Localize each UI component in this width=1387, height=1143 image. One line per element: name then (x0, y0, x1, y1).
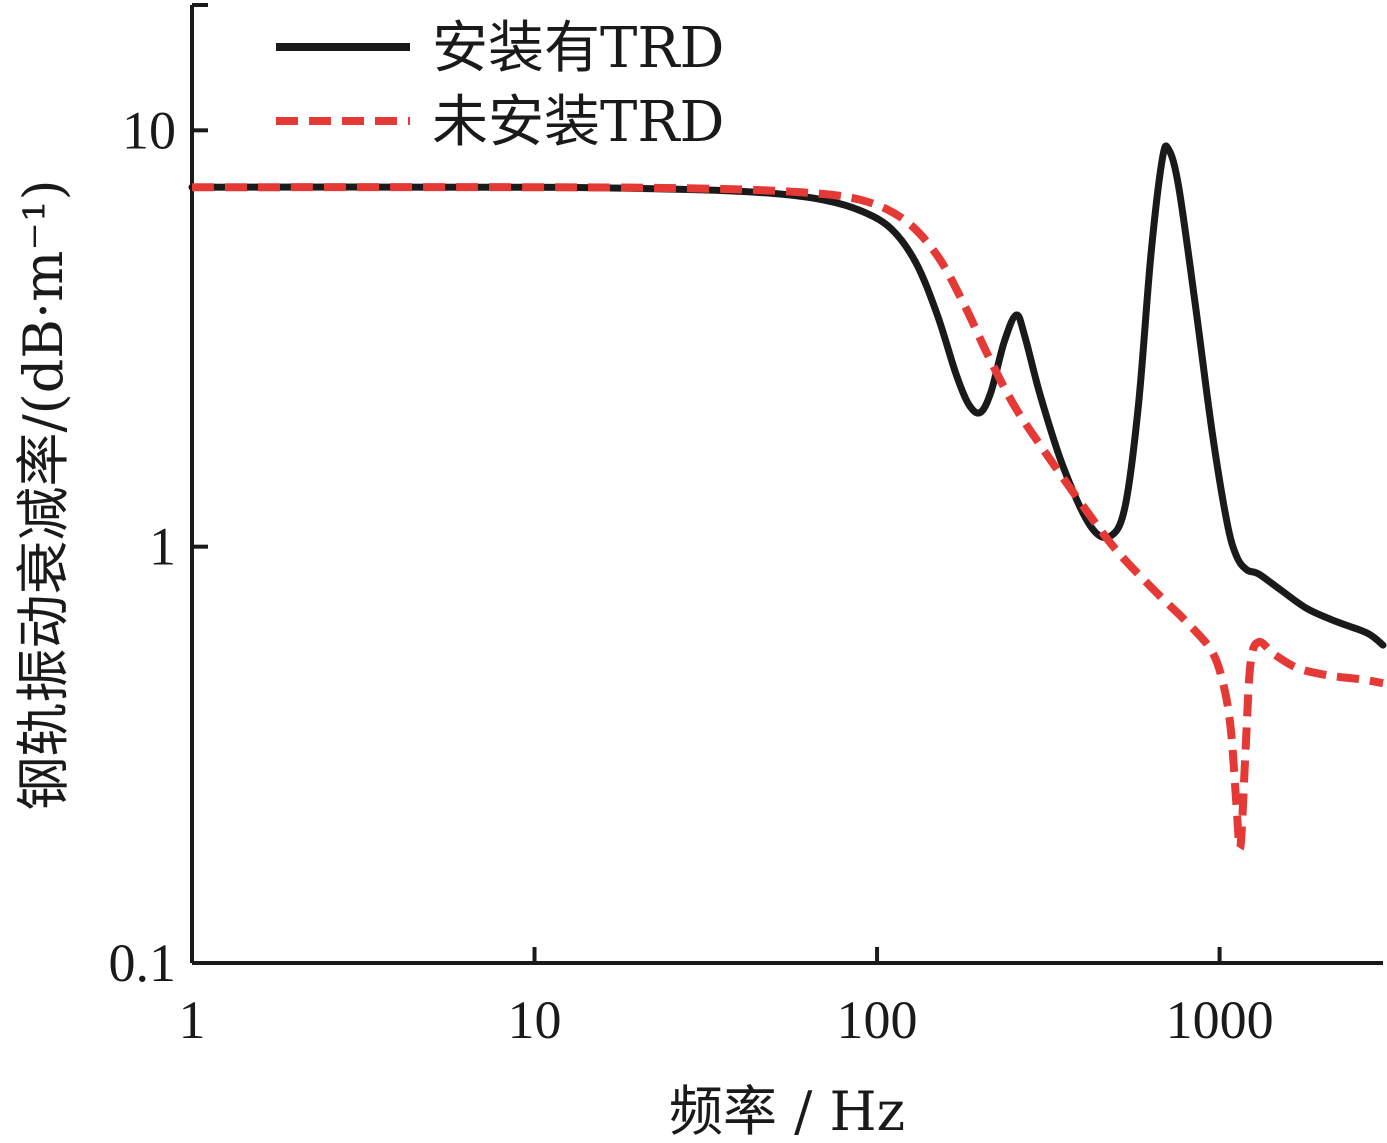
legend-label: 未安装TRD (432, 90, 724, 155)
legend: 安装有TRD 未安装TRD (276, 16, 724, 155)
x-axis-title: 频率 / Hz (669, 1080, 905, 1143)
y-tick-label: 1 (149, 517, 176, 577)
x-tick-label: 1 (179, 990, 206, 1050)
plot-frame (190, 5, 1383, 965)
series-line-without-trd (191, 183, 1384, 853)
x-tick-label: 1000 (1166, 990, 1274, 1050)
y-axis-ticks: 0.1 1 10 (109, 3, 208, 993)
y-tick-label: 0.1 (109, 933, 177, 993)
legend-label: 安装有TRD (432, 16, 724, 81)
x-tick-label: 100 (837, 990, 918, 1050)
y-axis-title: 钢轨振动衰减率/(dB·m⁻¹) (12, 179, 75, 810)
series-layer (188, 142, 1387, 853)
x-axis-ticks: 1 10 100 1000 (179, 947, 1274, 1050)
x-tick-label: 10 (508, 990, 562, 1050)
y-tick-label: 10 (122, 100, 176, 160)
series-line-with-trd (188, 142, 1387, 649)
